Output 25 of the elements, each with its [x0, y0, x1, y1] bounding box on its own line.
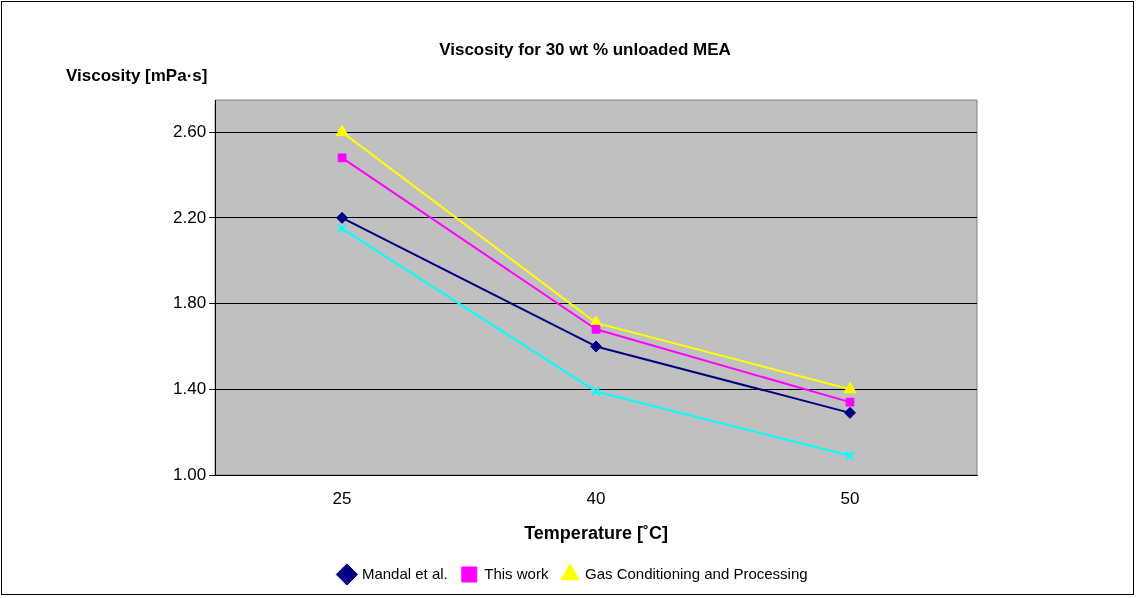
point	[845, 450, 855, 461]
x-tick-label: 25	[332, 488, 352, 508]
legend-label: Gas Conditioning and Processing	[584, 564, 808, 582]
y-tick-label: 1.40	[172, 378, 207, 398]
y-axis-title: Viscosity [mPa·s]	[66, 66, 208, 86]
point	[590, 340, 603, 353]
legend-label: Mandal et al.	[361, 564, 448, 582]
point	[337, 223, 347, 234]
y-tick-label: 1.00	[172, 464, 207, 484]
x-tick-label: 40	[586, 488, 606, 508]
x-axis-title: Temperature [˚C]	[524, 523, 668, 544]
point	[336, 211, 349, 224]
chart-title: Viscosity for 30 wt % unloaded MEA	[438, 40, 732, 60]
legend-label: This work	[484, 564, 549, 582]
point	[335, 124, 349, 137]
x-tick-label: 50	[840, 488, 860, 508]
point	[845, 397, 855, 407]
y-tick-label: 2.60	[172, 121, 207, 141]
point	[844, 406, 857, 419]
y-tick-label: 2.20	[172, 207, 207, 227]
point	[337, 153, 347, 163]
point	[591, 386, 601, 397]
point	[843, 381, 857, 394]
y-tick-label: 1.80	[172, 293, 207, 313]
point	[591, 324, 601, 334]
